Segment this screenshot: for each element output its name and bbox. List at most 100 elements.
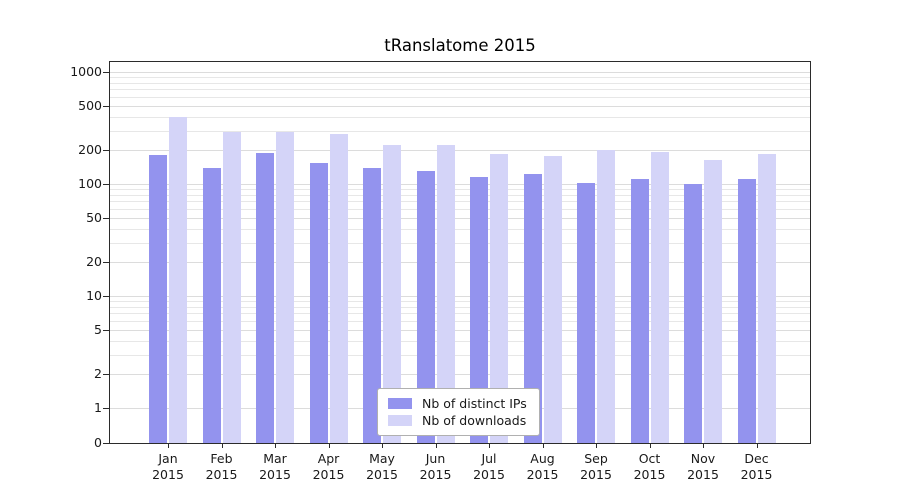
plot-area (110, 62, 810, 443)
gridline (110, 301, 810, 303)
chart-title: tRanslatome 2015 (384, 36, 536, 55)
x-tick-label-may: May 2015 (366, 451, 398, 482)
gridline (110, 82, 810, 84)
y-tick-mark (103, 184, 109, 185)
bar-nb-of-distinct-ips-may (363, 167, 381, 443)
x-tick-mark (649, 444, 651, 448)
bar-nb-of-downloads-apr (329, 133, 348, 443)
bar-nb-of-downloads-oct (650, 151, 669, 443)
legend-item-distinct-ips: Nb of distinct IPs (388, 395, 527, 412)
x-tick-mark (328, 444, 330, 448)
gridline (110, 374, 810, 376)
y-tick-mark (103, 329, 109, 331)
legend-label-distinct-ips: Nb of distinct IPs (422, 396, 527, 411)
bar-nb-of-downloads-mar (276, 132, 294, 443)
x-tick-label-nov: Nov 2015 (687, 451, 719, 482)
gridline (110, 150, 810, 152)
bar-nb-of-downloads-feb (222, 132, 241, 443)
legend-item-downloads: Nb of downloads (388, 412, 527, 429)
gridline (110, 77, 810, 79)
gridline (110, 201, 810, 203)
gridline (110, 354, 810, 356)
x-tick-mark (275, 444, 276, 448)
y-tick-mark (103, 105, 109, 107)
y-tick-mark (103, 408, 109, 409)
x-tick-mark (221, 444, 223, 448)
y-tick-mark (103, 262, 109, 264)
bar-nb-of-distinct-ips-oct (630, 179, 649, 443)
x-tick-label-jun: Jun 2015 (419, 451, 452, 482)
bar-nb-of-downloads-jun (436, 144, 455, 443)
bar-nb-of-downloads-may (383, 144, 401, 443)
gridline (110, 228, 810, 230)
y-tick-label: 10 (86, 288, 102, 303)
bar-nb-of-distinct-ips-dec (737, 178, 756, 443)
bar-nb-of-downloads-jul (490, 154, 508, 443)
gridline (110, 320, 810, 322)
gridline (110, 329, 810, 331)
gridline (110, 340, 810, 342)
y-tick-mark (103, 443, 109, 444)
bar-nb-of-distinct-ips-nov (684, 184, 702, 443)
bar-nb-of-distinct-ips-mar (256, 152, 274, 443)
y-tick-mark (103, 217, 109, 219)
gridline (110, 105, 810, 107)
x-tick-mark (168, 444, 169, 448)
legend-swatch-downloads (388, 415, 412, 426)
x-tick-mark (703, 444, 704, 448)
gridline (110, 184, 810, 185)
x-tick-label-dec: Dec 2015 (740, 451, 773, 482)
bar-nb-of-downloads-jan (169, 116, 187, 443)
bar-nb-of-distinct-ips-apr (309, 162, 328, 443)
y-tick-label: 200 (78, 142, 102, 158)
gridline (110, 262, 810, 264)
bar-nb-of-distinct-ips-aug (523, 174, 542, 443)
bar-nb-of-distinct-ips-jul (470, 177, 488, 443)
gridline (110, 89, 810, 91)
y-tick-mark (103, 150, 109, 152)
x-tick-label-sep: Sep 2015 (580, 451, 612, 482)
y-tick-mark (103, 374, 109, 376)
legend-label-downloads: Nb of downloads (422, 413, 527, 428)
gridline (110, 194, 810, 196)
gridline (110, 116, 810, 118)
bar-nb-of-downloads-sep (597, 150, 615, 443)
y-tick-label: 20 (86, 254, 102, 270)
x-tick-mark (756, 444, 758, 448)
legend: Nb of distinct IPs Nb of downloads (377, 388, 540, 436)
gridline (110, 96, 810, 98)
gridline (110, 242, 810, 244)
y-tick-label: 1 (94, 400, 102, 415)
x-tick-label-jul: Jul 2015 (473, 451, 505, 482)
bar-nb-of-distinct-ips-jan (149, 155, 167, 443)
bar-nb-of-downloads-aug (543, 156, 562, 443)
x-tick-mark (596, 444, 597, 448)
gridline (110, 208, 810, 210)
x-tick-mark (435, 444, 437, 448)
bar-nb-of-downloads-nov (704, 159, 722, 443)
y-tick-label: 5 (94, 321, 102, 337)
x-tick-mark (542, 444, 544, 448)
y-tick-label: 0 (94, 435, 102, 450)
gridline (110, 130, 810, 132)
x-tick-label-oct: Oct 2015 (633, 451, 666, 482)
gridline (110, 217, 810, 219)
bar-nb-of-distinct-ips-sep (577, 182, 595, 443)
x-tick-label-mar: Mar 2015 (259, 451, 291, 482)
x-tick-label-feb: Feb 2015 (205, 451, 238, 482)
bar-nb-of-downloads-dec (757, 154, 776, 443)
gridline (110, 306, 810, 308)
x-tick-mark (489, 444, 490, 448)
gridline (110, 313, 810, 315)
y-tick-mark (103, 296, 109, 297)
y-tick-mark (103, 72, 109, 73)
gridline (110, 296, 810, 297)
y-tick-label: 50 (86, 209, 102, 225)
y-tick-label: 1000 (70, 64, 102, 79)
bar-nb-of-distinct-ips-feb (202, 167, 221, 443)
x-tick-label-apr: Apr 2015 (312, 451, 345, 482)
gridline (110, 189, 810, 191)
gridline (110, 72, 810, 73)
x-tick-label-jan: Jan 2015 (152, 451, 184, 482)
